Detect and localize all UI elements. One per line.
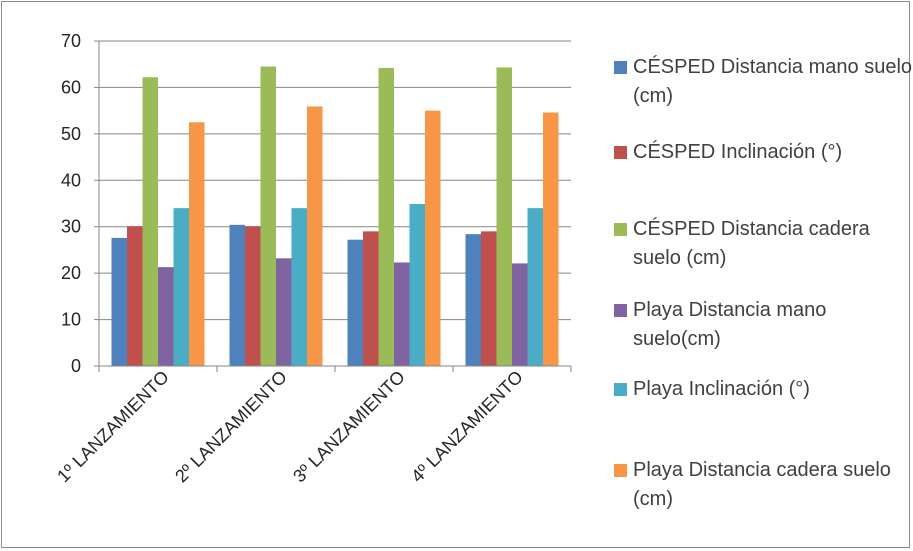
legend-item-playa-mano: Playa Distancia mano suelo(cm)	[614, 296, 913, 354]
legend-item-cesped-mano: CÉSPED Distancia mano suelo (cm)	[614, 53, 913, 111]
legend-label: Playa Distancia mano suelo(cm)	[633, 299, 827, 350]
category-label: 3º LANZAMIENTO	[289, 367, 409, 487]
bar	[307, 106, 323, 366]
bar	[481, 231, 497, 366]
bar	[276, 258, 292, 366]
legend-swatch	[614, 146, 627, 159]
bar	[142, 77, 158, 366]
y-tick-label: 70	[61, 31, 81, 51]
bar	[291, 208, 307, 366]
category-label: 4º LANZAMIENTO	[407, 367, 527, 487]
legend-label: CÉSPED Inclinación (°)	[633, 141, 843, 163]
axes	[98, 41, 572, 372]
bar	[465, 234, 481, 366]
y-tick-labels: 0 10 20 30 40 50 60 70	[61, 31, 81, 376]
legend-swatch	[614, 223, 627, 236]
legend-swatch	[614, 61, 627, 74]
bar	[527, 208, 543, 366]
bar	[496, 67, 512, 366]
bar	[158, 267, 174, 366]
bar	[111, 237, 127, 366]
legend-item-cesped-inclinacion: CÉSPED Inclinación (°)	[614, 138, 913, 167]
legend-item-cesped-cadera: CÉSPED Distancia cadera suelo (cm)	[614, 215, 913, 273]
bar	[347, 239, 363, 366]
bar	[173, 208, 189, 366]
legend-label: CÉSPED Distancia cadera suelo (cm)	[633, 218, 870, 269]
legend-item-playa-inclinacion: Playa Inclinación (°)	[614, 375, 913, 404]
bar	[378, 67, 394, 366]
y-tick-label: 20	[61, 263, 81, 283]
legend-swatch	[614, 383, 627, 396]
bar	[363, 231, 379, 366]
legend-item-playa-cadera: Playa Distancia cadera suelo (cm)	[614, 456, 913, 514]
legend-label: Playa Distancia cadera suelo (cm)	[633, 459, 891, 510]
legend-swatch	[614, 464, 627, 477]
y-tick-label: 60	[61, 77, 81, 97]
bar	[409, 203, 425, 366]
bars	[111, 66, 559, 367]
y-tick-label: 0	[71, 356, 81, 376]
y-tick-label: 50	[61, 124, 81, 144]
category-label: 1º LANZAMIENTO	[53, 367, 173, 487]
bar	[512, 263, 528, 366]
bar	[229, 224, 245, 366]
legend-label: CÉSPED Distancia mano suelo (cm)	[633, 56, 913, 107]
bar	[260, 66, 276, 367]
y-tick-label: 10	[61, 310, 81, 330]
bar	[394, 262, 410, 366]
y-tick-label: 30	[61, 217, 81, 237]
bar	[127, 226, 143, 366]
category-label: 2º LANZAMIENTO	[171, 367, 291, 487]
bar	[189, 122, 205, 366]
legend-swatch	[614, 304, 627, 317]
legend-label: Playa Inclinación (°)	[633, 378, 810, 400]
bar	[543, 112, 559, 366]
y-tick-label: 40	[61, 170, 81, 190]
bar	[425, 110, 441, 367]
bar	[245, 226, 261, 366]
